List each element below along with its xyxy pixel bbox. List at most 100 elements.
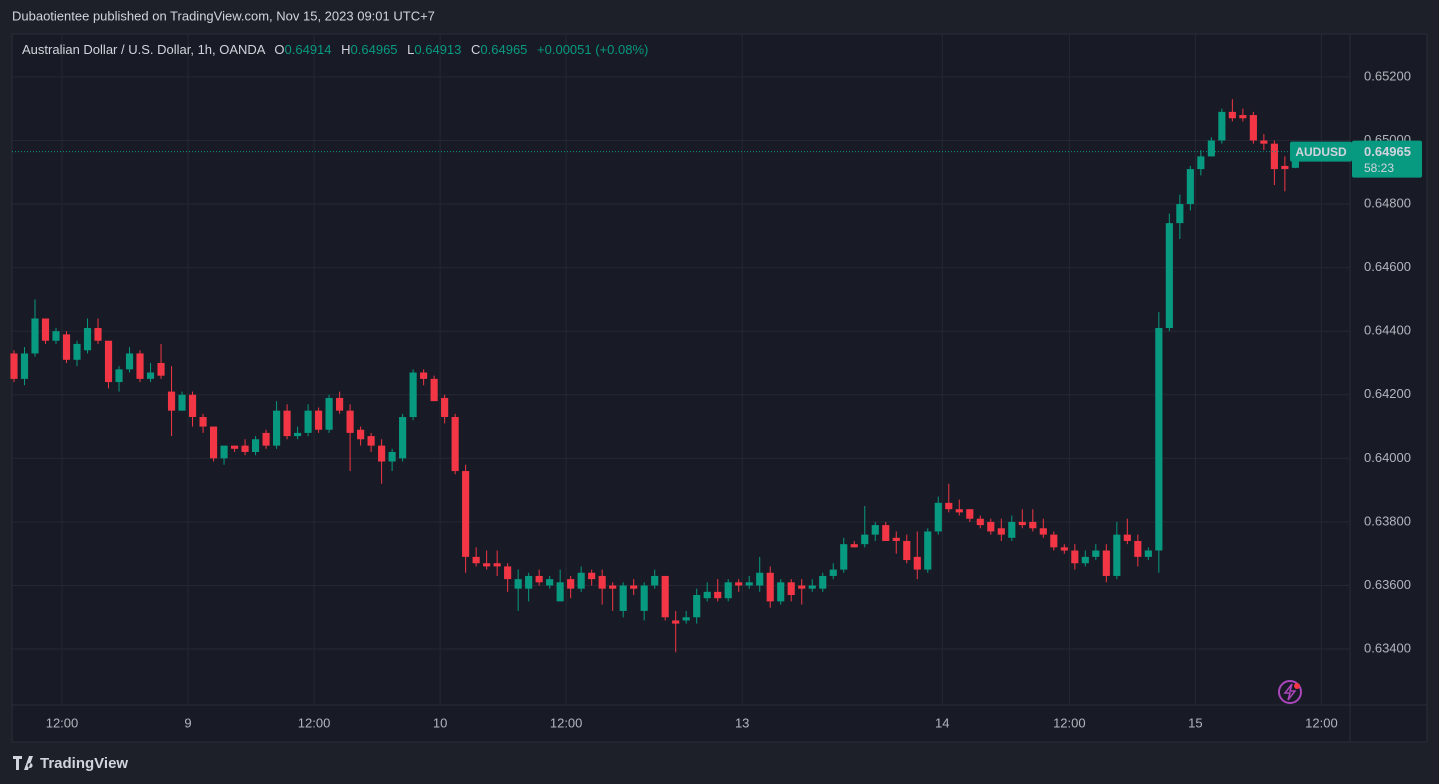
candle-body — [336, 397, 344, 411]
alert-icon[interactable] — [1278, 680, 1302, 704]
candle-body — [598, 575, 606, 589]
symbol-title: Australian Dollar / U.S. Dollar, 1h, OAN… — [22, 42, 266, 57]
candle-body — [871, 525, 879, 535]
candle-body — [1060, 547, 1068, 551]
candle-body — [850, 544, 858, 548]
x-tick-label: 12:00 — [298, 715, 331, 730]
candle-body — [1123, 534, 1131, 541]
candle-body — [514, 579, 522, 589]
candle-body — [325, 397, 333, 430]
candle-body — [1102, 550, 1110, 576]
candle-body — [367, 436, 375, 446]
candle-body — [903, 540, 911, 561]
candle-body — [104, 340, 113, 383]
candle-body — [840, 544, 848, 570]
candle-body — [945, 502, 953, 510]
candle-body — [399, 417, 407, 459]
candle-body — [409, 372, 417, 418]
candle-body — [756, 572, 764, 586]
ohlc-label: O — [274, 42, 284, 57]
ohlc-label: C — [471, 42, 480, 57]
candle-body — [262, 432, 270, 446]
y-tick-label: 0.64400 — [1364, 323, 1411, 338]
candle-body — [829, 569, 837, 576]
grid — [12, 34, 1350, 705]
price-tag-bg — [1352, 140, 1422, 178]
candle-body — [1144, 550, 1152, 557]
candle-body — [157, 362, 165, 376]
candle-body — [167, 391, 176, 411]
candle-body — [209, 426, 218, 459]
x-tick-label: 12:00 — [1053, 715, 1086, 730]
ohlc-value: 0.64913 — [414, 42, 461, 57]
candle-body — [125, 353, 134, 370]
candle-body — [892, 537, 900, 541]
candle-body — [693, 595, 701, 618]
candle-body — [1155, 328, 1163, 551]
candle-body — [1018, 521, 1026, 526]
candle-body — [220, 445, 228, 459]
y-tick-label: 0.64600 — [1364, 259, 1411, 274]
candle-body — [1050, 534, 1058, 548]
candle-body — [819, 575, 827, 589]
ohlc-value: 0.64965 — [480, 42, 527, 57]
candle-body — [1186, 169, 1194, 205]
candle-body — [556, 582, 564, 602]
candle-body — [294, 432, 302, 437]
candle-body — [178, 394, 186, 411]
candle-body — [567, 579, 575, 589]
candle-body — [1260, 140, 1268, 144]
candle-body — [966, 509, 974, 519]
candle-body — [283, 410, 291, 437]
x-tick-label: 12:00 — [1305, 715, 1338, 730]
candle-body — [188, 394, 197, 418]
footer-logo: TradingView — [13, 755, 128, 772]
candle-body — [1207, 140, 1215, 157]
candle-body — [1113, 534, 1121, 576]
candle-body — [808, 585, 816, 589]
x-tick-label: 13 — [735, 715, 749, 730]
candle-body — [41, 318, 50, 341]
candle-body — [315, 410, 323, 430]
candle-body — [546, 579, 554, 586]
candle-body — [1249, 115, 1257, 141]
candle-body — [703, 591, 711, 599]
ohlc-label: H — [341, 42, 350, 57]
candle-body — [241, 445, 249, 452]
candle-body — [525, 575, 533, 589]
candle-body — [651, 575, 659, 586]
candle-body — [609, 585, 617, 589]
symbol-tag-bg — [1290, 141, 1352, 162]
x-tick-label: 15 — [1188, 715, 1202, 730]
candle-body — [1071, 550, 1079, 564]
alert-dot — [1294, 683, 1300, 689]
candle-body — [430, 378, 438, 402]
x-tick-label: 10 — [433, 715, 447, 730]
candle-body — [273, 410, 281, 446]
candle-body — [1218, 111, 1226, 141]
candle-body — [493, 563, 501, 567]
candle-body — [1197, 156, 1205, 170]
y-tick-label: 0.64800 — [1364, 195, 1411, 210]
candle-body — [934, 502, 942, 532]
alert-ring — [1278, 680, 1302, 704]
candle-body — [52, 331, 60, 341]
candle-body — [798, 585, 806, 589]
candle-body — [31, 318, 39, 354]
candle-body — [913, 556, 921, 570]
candle-body — [1228, 111, 1236, 119]
candle-body — [115, 369, 123, 383]
candle-body — [420, 372, 428, 379]
candle-body — [357, 429, 365, 440]
candle-body — [83, 328, 92, 351]
price-tag: 0.64965 — [1364, 144, 1411, 159]
candle-body — [861, 534, 869, 545]
candle-body — [1176, 204, 1184, 224]
candle-body — [724, 582, 732, 599]
candle-body — [230, 445, 239, 449]
candle-body — [630, 585, 638, 589]
brand: TradingView — [40, 755, 128, 772]
ohlc-label: L — [407, 42, 414, 57]
